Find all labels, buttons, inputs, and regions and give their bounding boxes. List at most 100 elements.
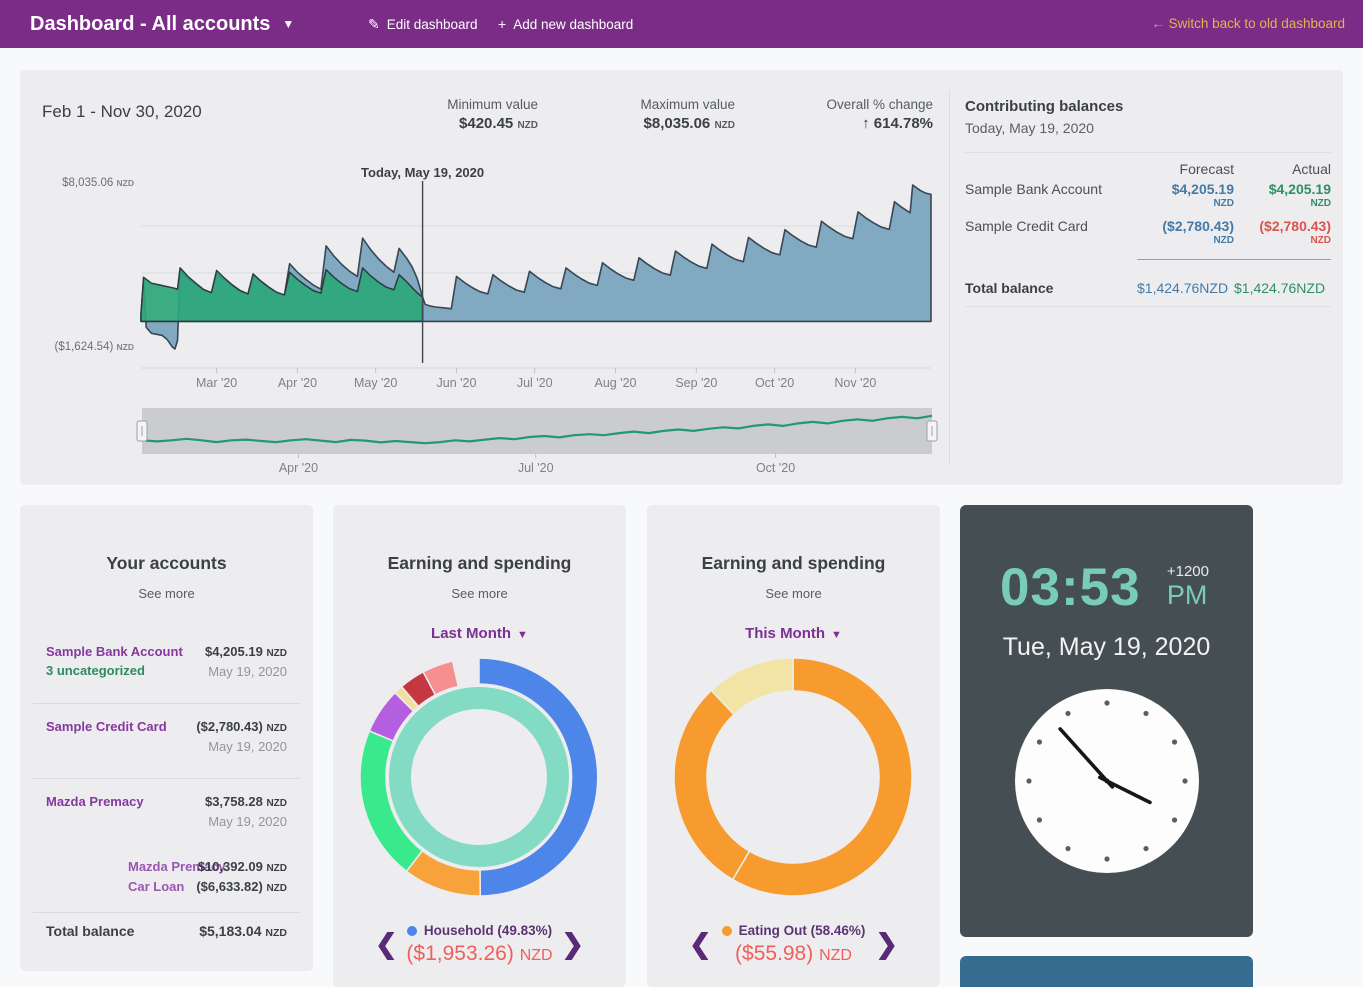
switch-old-dashboard-link[interactable]: ← Switch back to old dashboard <box>1151 0 1345 48</box>
svg-text:Mar '20: Mar '20 <box>196 376 237 390</box>
earning-spending-card-last-month: Earning and spending See more Last Month… <box>333 505 626 987</box>
period-dropdown[interactable]: Last Month ▼ <box>431 625 528 642</box>
stat-minimum-value: Minimum value $420.45 NZD <box>350 97 538 132</box>
forecast-value: ($2,780.43) NZD <box>1162 217 1234 246</box>
page-title: Dashboard - All accounts <box>30 13 271 35</box>
account-link[interactable]: Mazda Premacy <box>46 794 144 809</box>
total-label: Total balance <box>46 923 135 939</box>
account-link[interactable]: Sample Bank Account <box>46 644 183 659</box>
contributing-balances: Contributing balances Today, May 19, 202… <box>965 70 1331 485</box>
top-header-bar: Dashboard - All accounts ▼ ✎ Edit dashboar… <box>0 0 1363 48</box>
uncategorized-link[interactable]: 3 uncategorized <box>46 662 145 678</box>
legend-dot <box>406 926 417 936</box>
analog-clock <box>1015 689 1199 873</box>
add-dashboard-button[interactable]: + Add new dashboard <box>498 0 633 48</box>
row-divider <box>33 703 300 704</box>
timezone-block: +1200 PM <box>1167 563 1209 611</box>
chart-range-brush[interactable]: Apr '20 Jul '20 Oct '20 <box>136 404 938 480</box>
col-actual: Actual <box>1292 161 1331 177</box>
see-more-link[interactable]: See more <box>765 586 822 601</box>
add-dashboard-label: Add new dashboard <box>513 17 634 32</box>
partial-widget-card <box>960 956 1253 987</box>
sub-account-link[interactable]: Mazda Premacy <box>128 859 226 874</box>
contributing-date: Today, May 19, 2020 <box>965 120 1094 136</box>
period-dropdown[interactable]: This Month ▼ <box>745 625 842 642</box>
table-row: Sample Credit Card ($2,780.43) NZD ($2,78… <box>965 214 1331 251</box>
svg-text:Apr '20: Apr '20 <box>278 376 317 390</box>
total-balance-row: Total balance $1,424.76NZD $1,424.76NZD <box>965 270 1331 296</box>
previous-category-button[interactable]: ❮ <box>375 929 398 959</box>
accounts-total-row: Total balance $5,183.04 NZD <box>46 923 287 939</box>
card-title: Your accounts <box>106 553 227 573</box>
panel-divider <box>949 90 950 465</box>
plus-icon: + <box>498 16 507 32</box>
left-arrow-icon: ← <box>1151 16 1165 31</box>
category-amount: ($55.98) NZD <box>735 942 852 965</box>
your-accounts-card: Your accounts See more Sample Bank Accou… <box>20 505 313 971</box>
account-name: Sample Bank Account <box>965 181 1102 197</box>
clock-date: Tue, May 19, 2020 <box>1002 633 1211 661</box>
up-arrow-icon: ↑ <box>862 115 870 132</box>
total-actual: $1,424.76NZD <box>1234 279 1326 296</box>
edit-dashboard-label: Edit dashboard <box>386 17 478 32</box>
sub-account-link[interactable]: Car Loan <box>128 878 185 894</box>
account-balance: $3,758.28 NZD <box>204 794 287 809</box>
y-axis-min-label: ($1,624.54) NZD <box>54 341 134 353</box>
stat-min-unit: NZD <box>517 120 538 131</box>
stat-overall-change: Overall % change ↑ 614.78% <box>750 97 933 132</box>
stat-max-label: Maximum value <box>640 97 735 112</box>
svg-text:Oct '20: Oct '20 <box>755 376 794 390</box>
stat-max-amount: $8,035.06 <box>643 115 711 132</box>
stat-min-label: Minimum value <box>447 97 538 112</box>
svg-text:Jun '20: Jun '20 <box>437 376 477 390</box>
table-bottom-rule <box>965 305 1331 307</box>
chart-date-range: Feb 1 - Nov 30, 2020 <box>42 102 202 121</box>
next-category-button[interactable]: ❯ <box>875 929 898 959</box>
svg-text:Apr '20: Apr '20 <box>279 461 318 475</box>
category-amount: ($1,953.26) NZD <box>406 942 553 965</box>
donut-legend: Eating Out (58.46%) <box>647 923 940 938</box>
previous-category-button[interactable]: ❮ <box>689 929 712 959</box>
account-link[interactable]: Sample Credit Card <box>46 719 167 734</box>
legend-dot <box>721 926 732 936</box>
row-divider <box>33 912 300 913</box>
stat-min-amount: $420.45 <box>459 115 514 132</box>
stat-maximum-value: Maximum value $8,035.06 NZD <box>540 97 735 132</box>
account-balance: ($2,780.43) NZD <box>196 719 287 734</box>
svg-text:Jul '20: Jul '20 <box>517 376 553 390</box>
balance-date: May 19, 2020 <box>208 663 287 679</box>
utc-offset: +1200 <box>1166 563 1209 580</box>
earning-spending-card-this-month: Earning and spending See more This Month… <box>647 505 940 987</box>
brush-handle-right[interactable] <box>926 420 938 442</box>
stat-chg-amount: 614.78% <box>873 115 933 132</box>
list-item: Mazda Premacy $3,758.28 NZD May 19, 2020 <box>20 783 313 849</box>
brush-handle-left[interactable] <box>136 420 148 442</box>
card-title: Earning and spending <box>701 553 886 573</box>
balance-date: May 19, 2020 <box>208 813 287 829</box>
svg-text:Sep '20: Sep '20 <box>675 376 717 390</box>
spending-donut-chart[interactable] <box>357 655 601 899</box>
spending-donut-chart[interactable] <box>671 655 915 899</box>
stat-max-unit: NZD <box>714 120 735 131</box>
sub-account-balance: ($6,633.82) NZD <box>196 878 287 894</box>
next-category-button[interactable]: ❯ <box>561 929 584 959</box>
sub-account-balance: $10,392.09 NZD <box>197 859 287 874</box>
see-more-link[interactable]: See more <box>138 586 195 601</box>
balance-area-chart[interactable]: Today, May 19, 2020 Mar '20 Apr '20 May '20… <box>140 165 932 393</box>
edit-dashboard-button[interactable]: ✎ Edit dashboard <box>368 0 478 48</box>
chevron-down-icon: ▼ <box>282 17 295 31</box>
card-title: Earning and spending <box>387 553 572 573</box>
dashboard-selector[interactable]: Dashboard - All accounts ▼ <box>30 0 294 48</box>
svg-text:Jul '20: Jul '20 <box>518 461 554 475</box>
total-value: $5,183.04 NZD <box>199 923 287 939</box>
svg-text:Today, May 19, 2020: Today, May 19, 2020 <box>361 165 484 180</box>
list-item: Sample Credit Card ($2,780.43) NZD May 1… <box>20 708 313 774</box>
total-label: Total balance <box>965 279 1054 296</box>
digital-time: 03:53 <box>1000 558 1141 617</box>
row-divider <box>33 778 300 779</box>
contributing-title: Contributing balances <box>965 98 1124 115</box>
clock-card: 03:53 +1200 PM Tue, May 19, 2020 <box>960 505 1253 937</box>
account-balance: $4,205.19 NZD <box>204 644 287 659</box>
see-more-link[interactable]: See more <box>451 586 508 601</box>
